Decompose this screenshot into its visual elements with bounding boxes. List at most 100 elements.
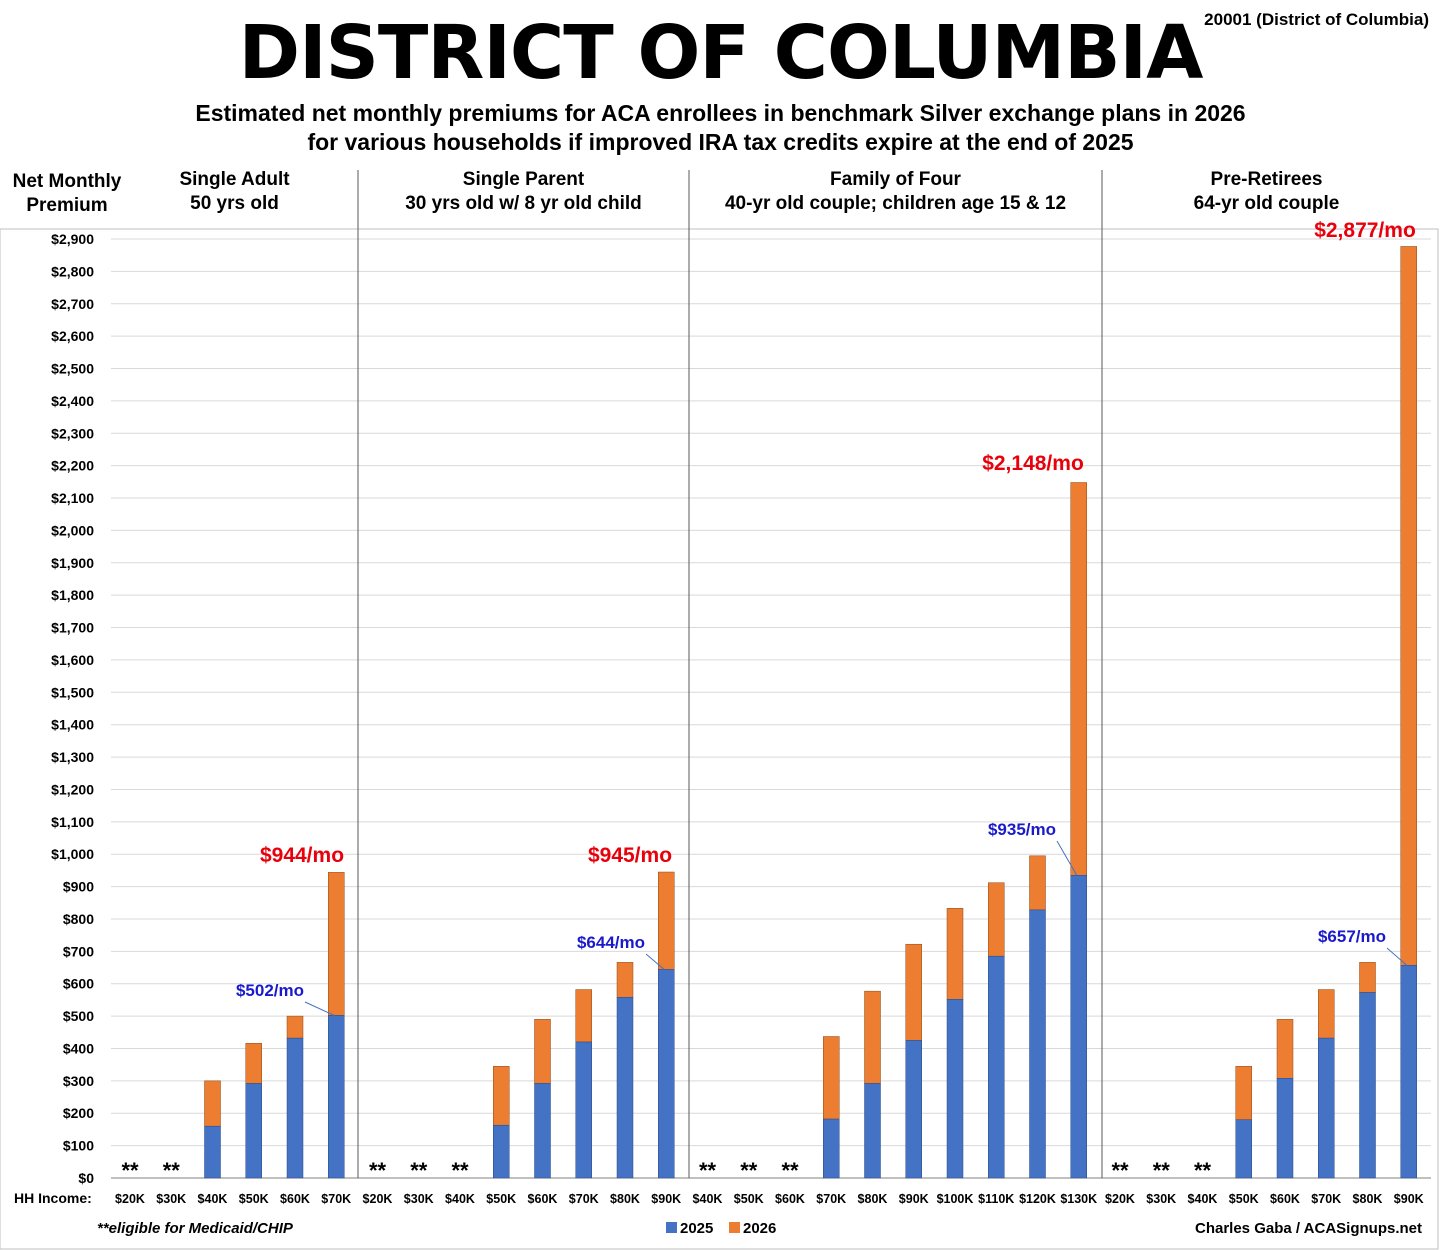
x-tick-label: $80K xyxy=(1353,1192,1383,1206)
y-axis-title-line1: Net Monthly xyxy=(13,171,122,192)
label-2025: $502/mo xyxy=(236,981,304,1000)
label-2025: $935/mo xyxy=(988,820,1056,839)
chart-subtitle-line2: for various households if improved IRA t… xyxy=(307,129,1134,155)
x-tick-label: $70K xyxy=(321,1192,351,1206)
medicaid-marker: ** xyxy=(781,1158,799,1183)
y-tick-label: $1,200 xyxy=(51,781,94,797)
x-tick-label: $60K xyxy=(528,1192,558,1206)
x-tick-label: $50K xyxy=(239,1192,269,1206)
panel-title-line1: Pre-Retirees xyxy=(1211,169,1323,190)
bar-2025 xyxy=(946,999,964,1179)
y-tick-label: $600 xyxy=(63,976,94,992)
x-tick-label: $60K xyxy=(280,1192,310,1206)
x-tick-label: $70K xyxy=(816,1192,846,1206)
x-tick-label: $50K xyxy=(734,1192,764,1206)
y-tick-label: $1,300 xyxy=(51,749,94,765)
label-2026: $2,148/mo xyxy=(982,452,1084,475)
x-tick-label: $60K xyxy=(1270,1192,1300,1206)
bar-2026 xyxy=(823,1036,840,1120)
y-tick-label: $2,500 xyxy=(51,361,94,377)
y-tick-label: $2,600 xyxy=(51,328,94,344)
label-2025-leader xyxy=(645,953,665,970)
panel-title-line2: 30 yrs old w/ 8 yr old child xyxy=(405,193,642,214)
x-tick-label: $20K xyxy=(363,1192,393,1206)
y-tick-label: $2,700 xyxy=(51,296,94,312)
y-tick-label: $2,200 xyxy=(51,458,94,474)
bar-2026 xyxy=(1070,482,1087,876)
bar-2026 xyxy=(1029,855,1046,911)
x-tick-label: $30K xyxy=(1146,1192,1176,1206)
x-tick-label: $40K xyxy=(198,1192,228,1206)
bar-2026 xyxy=(534,1019,551,1084)
medicaid-marker: ** xyxy=(740,1158,758,1183)
label-2025-leader xyxy=(1056,840,1078,876)
y-tick-label: $400 xyxy=(63,1040,94,1056)
y-tick-label: $700 xyxy=(63,943,94,959)
bar-2025 xyxy=(1318,1037,1335,1179)
panel-title-line2: 64-yr old couple xyxy=(1194,193,1340,214)
x-tick-label: $30K xyxy=(156,1192,186,1206)
y-tick-label: $1,700 xyxy=(51,620,94,636)
chart-title: DISTRICT OF COLUMBIA xyxy=(238,10,1204,96)
x-tick-label: $100K xyxy=(937,1192,974,1206)
bar-2025 xyxy=(204,1125,221,1179)
panel-title-line1: Single Parent xyxy=(463,169,585,190)
panel-title-line1: Single Adult xyxy=(179,169,290,190)
legend-label-2025: 2025 xyxy=(680,1220,713,1237)
x-tick-label: $80K xyxy=(610,1192,640,1206)
y-tick-label: $2,400 xyxy=(51,393,94,409)
label-2026: $945/mo xyxy=(588,844,672,867)
label-2025: $644/mo xyxy=(577,933,645,952)
legend-label-2026: 2026 xyxy=(743,1220,776,1237)
y-tick-label: $100 xyxy=(63,1138,94,1154)
bar-2026 xyxy=(864,990,881,1084)
bar-2026 xyxy=(245,1043,262,1084)
x-tick-label: $70K xyxy=(569,1192,599,1206)
bar-2026 xyxy=(1400,246,1417,966)
bar-2025 xyxy=(616,997,634,1179)
medicaid-marker: ** xyxy=(410,1158,428,1183)
x-tick-label: $120K xyxy=(1019,1192,1056,1206)
label-2025-leader xyxy=(1386,947,1408,966)
bar-2026 xyxy=(1276,1019,1294,1079)
x-tick-label: $40K xyxy=(693,1192,723,1206)
medicaid-marker: ** xyxy=(699,1158,717,1183)
y-tick-label: $1,100 xyxy=(51,814,94,830)
panel-title-line1: Family of Four xyxy=(830,169,962,190)
x-tick-label: $20K xyxy=(1105,1192,1135,1206)
x-tick-label: $40K xyxy=(445,1192,475,1206)
bar-2026 xyxy=(1235,1066,1252,1120)
y-tick-label: $2,300 xyxy=(51,425,94,441)
y-tick-label: $2,900 xyxy=(51,231,94,247)
x-tick-label: $50K xyxy=(486,1192,516,1206)
bar-2026 xyxy=(988,882,1005,957)
y-tick-label: $500 xyxy=(63,1008,94,1024)
x-tick-label: $130K xyxy=(1060,1192,1097,1206)
bar-2025 xyxy=(1235,1119,1252,1179)
medicaid-marker: ** xyxy=(1194,1158,1212,1183)
bar-2026 xyxy=(1359,962,1376,993)
bar-2026 xyxy=(616,962,634,998)
panel-title-line2: 40-yr old couple; children age 15 & 12 xyxy=(725,193,1066,214)
bar-2025 xyxy=(328,1015,345,1179)
bar-2025 xyxy=(493,1124,510,1179)
x-tick-label: $60K xyxy=(775,1192,805,1206)
y-tick-label: $300 xyxy=(63,1073,94,1089)
y-tick-label: $1,500 xyxy=(51,684,94,700)
x-axis-title: HH Income: xyxy=(14,1190,92,1206)
bar-2025 xyxy=(1359,992,1376,1179)
y-axis-title-line2: Premium xyxy=(26,195,107,216)
zip-label: 20001 (District of Columbia) xyxy=(1204,10,1429,29)
x-tick-label: $90K xyxy=(899,1192,929,1206)
x-tick-label: $90K xyxy=(1394,1192,1424,1206)
bar-2025 xyxy=(905,1040,922,1179)
y-tick-label: $200 xyxy=(63,1105,94,1121)
credit: Charles Gaba / ACASignups.net xyxy=(1195,1220,1422,1237)
medicaid-marker: ** xyxy=(163,1158,181,1183)
bar-2026 xyxy=(204,1080,221,1127)
y-tick-label: $900 xyxy=(63,879,94,895)
x-tick-label: $50K xyxy=(1229,1192,1259,1206)
medicaid-marker: ** xyxy=(451,1158,469,1183)
x-tick-label: $110K xyxy=(978,1192,1014,1206)
bar-2025 xyxy=(1029,909,1046,1179)
